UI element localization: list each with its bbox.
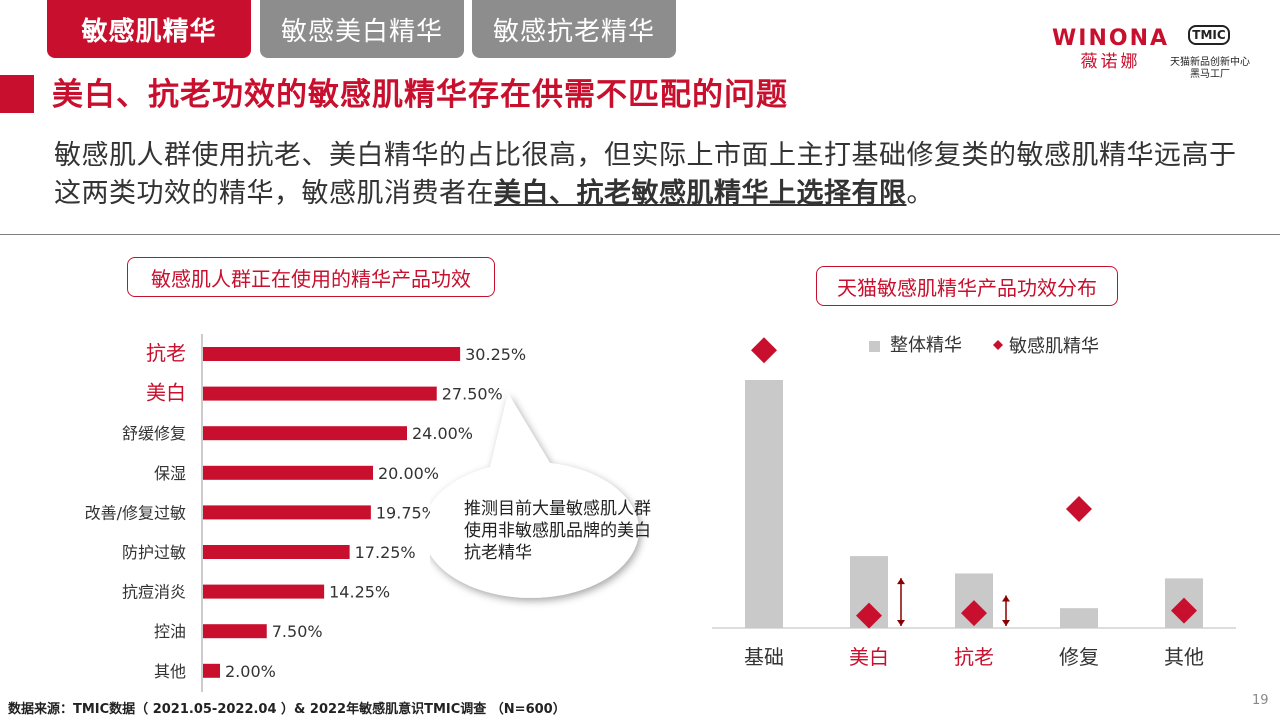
category-label: 抗老 [146,341,186,365]
bar-overall [1060,608,1098,628]
gap-arrow-head-up [897,578,905,585]
bar [203,545,350,559]
category-label: 防护过敏 [122,543,186,562]
diamond-sensitive [961,600,987,627]
category-label: 保湿 [154,464,186,483]
bar [203,426,407,441]
diamond-sensitive [751,337,777,364]
diamond-sensitive [856,602,882,629]
left-chart-title: 敏感肌人群正在使用的精华产品功效 [127,257,495,297]
bar [203,584,325,599]
x-tick-label: 修复 [1059,645,1099,669]
tab-sensitive-essence[interactable]: 敏感肌精华 [47,0,251,58]
legend-label-sensitive: 敏感肌精华 [1009,336,1099,357]
section-divider [0,234,1280,235]
bar [203,347,461,361]
legend-swatch-overall [869,341,880,352]
winona-logo: WINONA 薇诺娜 [1052,26,1169,72]
legend-label-overall: 整体精华 [890,335,962,356]
gap-arrow-head-down [897,620,905,626]
description: 敏感肌人群使用抗老、美白精华的占比很高，但实际上市面上主打基础修复类的敏感肌精华… [54,137,1244,213]
x-tick-label: 基础 [744,645,784,669]
winona-logo-en: WINONA [1052,26,1170,51]
winona-logo-cn: 薇诺娜 [1080,52,1141,72]
data-source-note: 数据来源：TMIC数据（ 2021.05-2022.04 ）& 2022年敏感肌… [8,702,566,717]
bar [203,663,220,678]
tmic-subtitle-line1: 天猫新品创新中心 [1170,57,1250,68]
page-number: 19 [1252,693,1269,708]
description-text: 敏感肌人群使用抗老、美白精华的占比很高，但实际上市面上主打基础修复类的敏感肌精华… [54,140,1237,209]
description-emphasis: 美白、抗老敏感肌精华上选择有限 [494,178,907,209]
value-label: 24.00% [412,424,473,443]
category-label: 控油 [154,622,186,641]
bar [203,386,437,401]
title-accent-bar [0,75,34,113]
x-tick-label: 抗老 [954,645,994,669]
value-label: 27.50% [442,385,503,404]
page-title: 美白、抗老功效的敏感肌精华存在供需不匹配的问题 [52,77,788,113]
value-label: 19.75% [376,503,437,522]
tmic-logo: TMIC [1188,25,1230,45]
bar [203,465,373,480]
value-label: 14.25% [329,583,390,602]
value-label: 2.00% [225,662,276,681]
x-tick-label: 美白 [849,645,889,669]
value-label: 30.25% [465,345,526,364]
right-chart-title: 天猫敏感肌精华产品功效分布 [816,266,1118,306]
category-label: 美白 [146,381,186,405]
diamond-sensitive [1066,495,1092,522]
gap-arrow-head-down [1002,620,1010,626]
distribution-chart: 基础 美白 抗老 修复 其他 整体精华 敏感肌精华 [712,335,1236,669]
legend-swatch-sensitive [993,340,1003,350]
value-label: 20.00% [378,464,439,483]
callout-bubble [430,393,639,598]
bar [203,624,267,639]
callout-text: 推测目前大量敏感肌人群使用非敏感肌品牌的美白抗老精华 [464,499,651,563]
tab-antiaging-essence[interactable]: 敏感抗老精华 [472,0,676,58]
gap-arrow-head-up [1002,595,1010,602]
category-label: 其他 [154,662,186,681]
tmic-subtitle-line2: 黑马工厂 [1190,69,1230,80]
category-label: 舒缓修复 [122,424,186,443]
bar-overall [745,380,783,628]
x-tick-label: 其他 [1164,645,1204,669]
value-label: 17.25% [355,543,416,562]
tab-whitening-essence[interactable]: 敏感美白精华 [260,0,464,58]
bar [203,505,371,520]
diamond-sensitive [1171,597,1197,624]
category-label: 抗痘消炎 [122,583,186,602]
usage-bar-chart: 抗老 30.25% 美白 27.50% 舒缓修复 24.00% 保湿 20.00% 改善/修复过… [85,334,526,692]
value-label: 7.50% [272,622,323,641]
description-end: 。 [906,178,934,209]
category-label: 改善/修复过敏 [85,503,186,522]
